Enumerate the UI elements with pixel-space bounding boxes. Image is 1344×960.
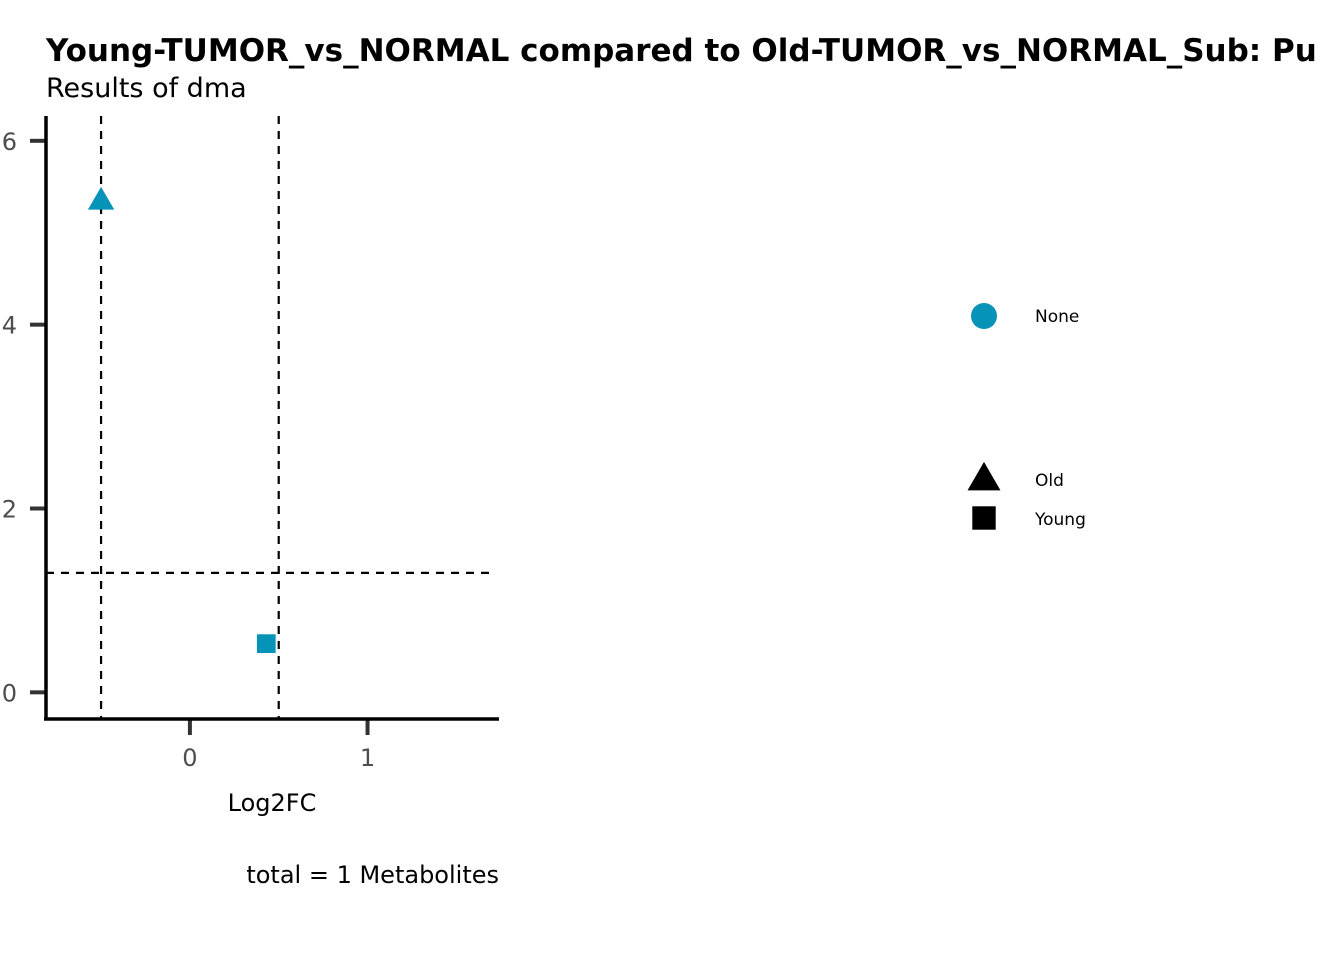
legend-label-young: Young <box>1034 510 1086 530</box>
y-axis: 0 2 4 6 <box>2 128 46 707</box>
legend-key-old <box>967 461 1001 491</box>
chart-title: Young-TUMOR_vs_NORMAL compared to Old-TU… <box>45 33 1317 69</box>
threshold-lines <box>46 116 492 719</box>
x-axis-title: Log2FC <box>228 789 317 817</box>
legend: None Old Young <box>967 303 1086 530</box>
legend-label-none: None <box>1035 307 1079 327</box>
y-tick-label: 6 <box>2 128 17 156</box>
legend-key-none <box>971 303 997 329</box>
x-tick-label: 0 <box>182 744 197 772</box>
legend-key-young <box>972 506 996 530</box>
data-points <box>87 186 276 653</box>
x-tick-label: 1 <box>360 744 375 772</box>
data-point-young <box>256 634 276 653</box>
chart-subtitle: Results of dma <box>46 73 247 104</box>
chart-caption: total = 1 Metabolites <box>246 861 499 889</box>
y-tick-label: 2 <box>2 496 17 524</box>
legend-label-old: Old <box>1035 471 1064 491</box>
y-tick-label: 0 <box>2 679 17 707</box>
y-tick-label: 4 <box>2 312 17 340</box>
data-point-old <box>87 186 115 210</box>
